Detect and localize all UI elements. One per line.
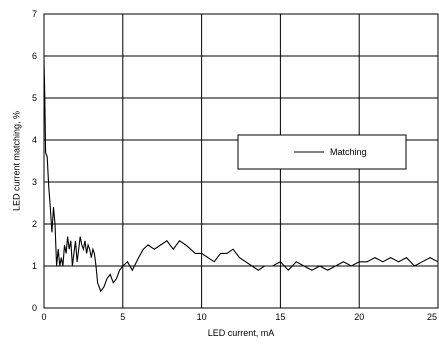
x-tick-labels: 0 5 10 15 20 25 bbox=[41, 312, 437, 322]
x-tick-label: 20 bbox=[354, 312, 364, 322]
x-tick-label: 5 bbox=[120, 312, 125, 322]
y-tick-label: 7 bbox=[32, 9, 37, 19]
y-tick-label: 1 bbox=[32, 261, 37, 271]
legend-label-matching: Matching bbox=[330, 147, 367, 157]
y-tick-label: 5 bbox=[32, 93, 37, 103]
y-tick-label: 6 bbox=[32, 51, 37, 61]
y-tick-label: 3 bbox=[32, 177, 37, 187]
x-tick-label: 25 bbox=[427, 312, 437, 322]
x-tick-label: 15 bbox=[275, 312, 285, 322]
plot-area-frame bbox=[43, 13, 439, 309]
y-tick-labels: 0 1 2 3 4 5 6 7 bbox=[32, 9, 37, 313]
y-axis-title: LED current matching, % bbox=[11, 111, 21, 211]
legend: Matching bbox=[237, 134, 407, 170]
y-tick-label: 4 bbox=[32, 135, 37, 145]
x-tick-label: 10 bbox=[197, 312, 207, 322]
y-tick-label: 0 bbox=[32, 303, 37, 313]
x-axis-title: LED current, mA bbox=[208, 328, 275, 338]
series-layer bbox=[43, 60, 439, 293]
y-tick-label: 2 bbox=[32, 219, 37, 229]
series-line-matching bbox=[43, 60, 439, 293]
x-tick-label: 0 bbox=[41, 312, 46, 322]
